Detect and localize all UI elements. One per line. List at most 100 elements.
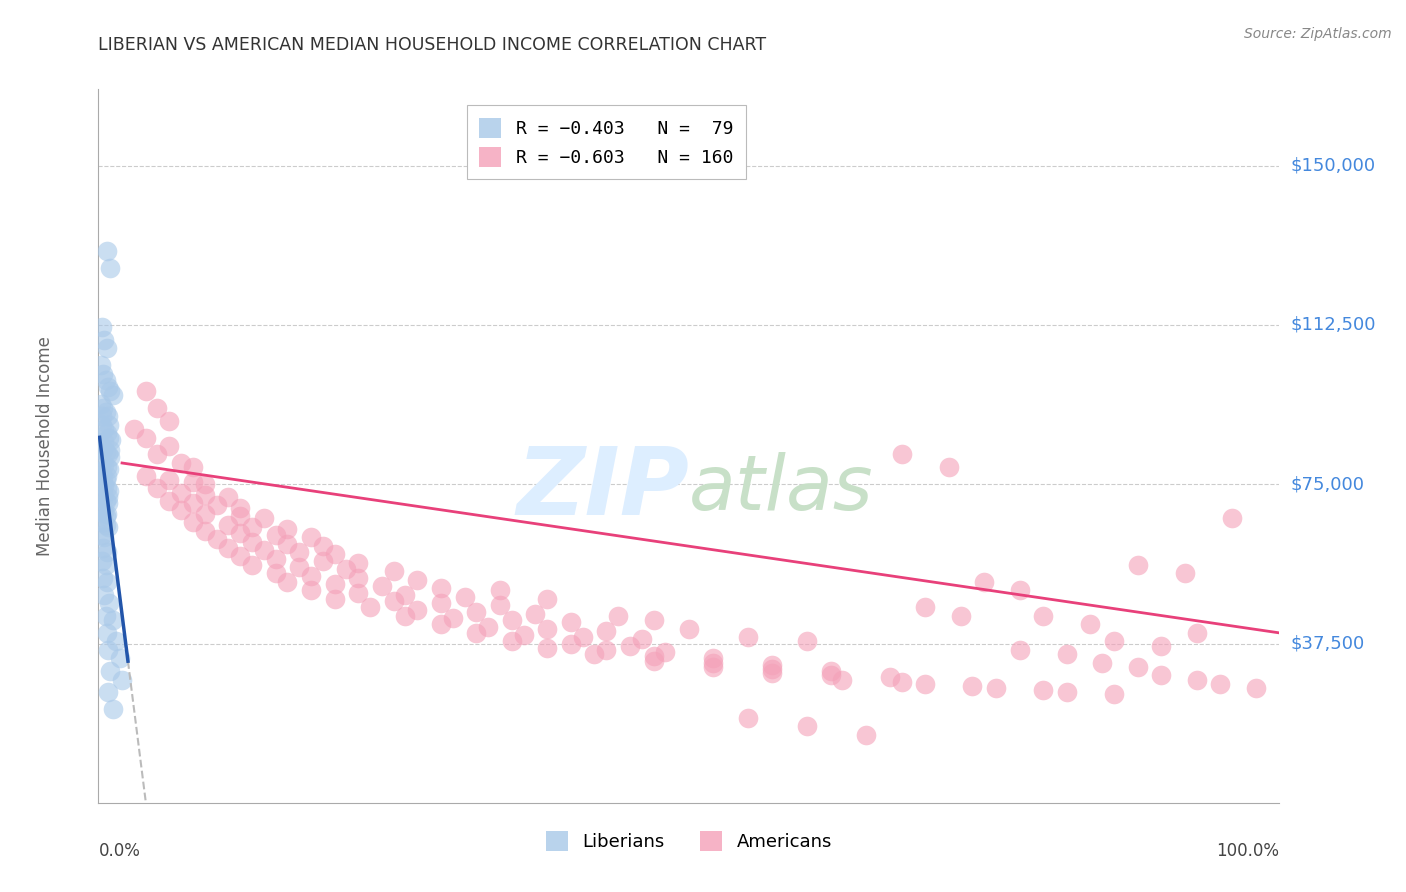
Point (135, 430, 157, 444)
Point (299, 583, 322, 598)
Point (453, 590, 475, 604)
Point (1150, 668, 1173, 682)
Point (111, 673, 134, 687)
Point (1126, 660, 1149, 674)
Point (1032, 608, 1054, 623)
Point (135, 384, 157, 398)
Point (1056, 647, 1078, 661)
Point (855, 728, 877, 742)
Point (105, 634, 128, 648)
Point (146, 401, 169, 415)
Point (288, 545, 311, 559)
Point (1150, 639, 1173, 653)
Point (512, 628, 534, 642)
Point (97, 409, 120, 424)
Point (194, 507, 217, 521)
Text: $112,500: $112,500 (1291, 316, 1376, 334)
Point (94, 494, 117, 508)
Point (619, 639, 641, 653)
Point (91, 528, 114, 542)
Point (796, 719, 818, 733)
Point (146, 448, 169, 462)
Point (157, 494, 180, 508)
Point (1008, 583, 1031, 598)
Point (1244, 681, 1267, 695)
Point (96, 482, 118, 496)
Point (323, 577, 346, 591)
Point (240, 558, 263, 572)
Point (536, 591, 558, 606)
Point (91, 443, 114, 458)
Point (276, 522, 298, 536)
Point (217, 517, 239, 532)
Point (406, 602, 429, 616)
Point (253, 543, 276, 558)
Text: LIBERIAN VS AMERICAN MEDIAN HOUSEHOLD INCOME CORRELATION CHART: LIBERIAN VS AMERICAN MEDIAN HOUSEHOLD IN… (98, 36, 766, 54)
Point (761, 657, 783, 672)
Point (181, 475, 204, 489)
Point (91, 477, 114, 491)
Point (524, 607, 547, 621)
Point (571, 630, 593, 644)
Point (914, 677, 936, 691)
Point (831, 673, 853, 687)
Point (98, 450, 121, 464)
Point (181, 516, 204, 530)
Point (96, 545, 118, 559)
Point (91, 485, 114, 500)
Point (90, 490, 112, 504)
Point (441, 611, 464, 625)
Point (98, 483, 121, 498)
Point (101, 702, 124, 716)
Point (312, 539, 335, 553)
Point (654, 645, 676, 659)
Point (949, 608, 972, 623)
Point (595, 624, 617, 638)
Point (465, 626, 488, 640)
Point (323, 591, 346, 606)
Text: Median Household Income: Median Household Income (37, 336, 55, 556)
Text: atlas: atlas (689, 452, 873, 525)
Point (312, 554, 335, 568)
Point (737, 630, 759, 644)
Point (91, 456, 114, 470)
Legend: Liberians, Americans: Liberians, Americans (538, 823, 839, 858)
Point (347, 585, 370, 599)
Point (702, 656, 724, 670)
Point (643, 653, 665, 667)
Point (93, 422, 115, 436)
Point (181, 460, 204, 475)
Point (536, 640, 558, 655)
Point (217, 541, 239, 555)
Point (98, 384, 121, 398)
Point (96, 460, 118, 475)
Point (264, 528, 287, 542)
Point (205, 499, 228, 513)
Point (96, 507, 118, 521)
Point (91, 554, 114, 568)
Point (501, 613, 523, 627)
Point (607, 608, 630, 623)
Point (962, 679, 984, 693)
Point (91, 320, 114, 334)
Point (94, 473, 117, 487)
Point (157, 413, 180, 427)
Point (560, 615, 582, 630)
Point (91, 492, 114, 507)
Text: 100.0%: 100.0% (1216, 842, 1279, 860)
Point (1032, 683, 1054, 698)
Point (879, 671, 901, 685)
Point (229, 549, 252, 564)
Point (122, 422, 145, 436)
Point (94, 405, 117, 419)
Point (264, 551, 287, 566)
Point (264, 566, 287, 581)
Point (702, 660, 724, 674)
Point (205, 533, 228, 547)
Point (93, 333, 115, 347)
Point (96, 468, 118, 483)
Point (194, 477, 217, 491)
Point (299, 530, 322, 544)
Point (98, 462, 121, 476)
Point (93, 458, 115, 472)
